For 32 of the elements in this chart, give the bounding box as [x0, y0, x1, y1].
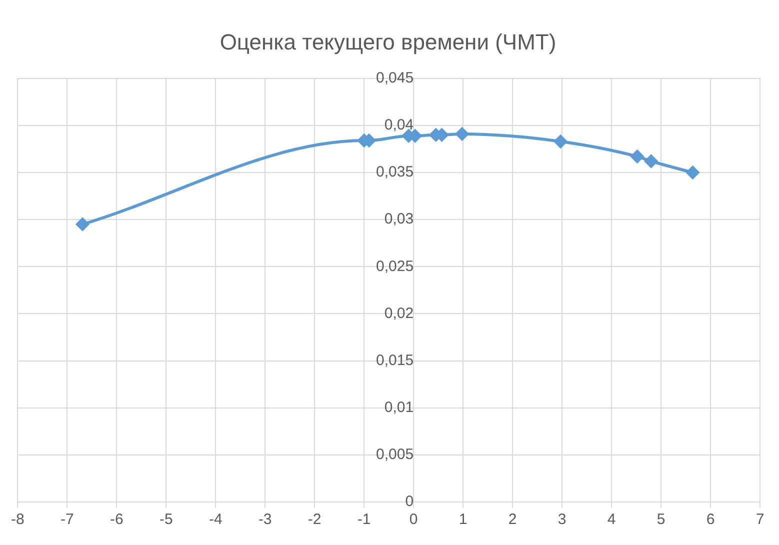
y-tick-label: 0,035	[376, 164, 414, 181]
point	[686, 166, 700, 180]
y-tick-label: 0,025	[376, 258, 414, 275]
x-tick-label: -3	[258, 511, 272, 528]
x-tick-label: 2	[508, 511, 517, 528]
x-tick-label: 7	[756, 511, 764, 528]
y-tick-label: 0,02	[384, 304, 414, 322]
x-tick-label: 6	[706, 511, 715, 528]
x-tick-label: -7	[60, 511, 74, 528]
point	[456, 127, 469, 140]
x-tick-label: -6	[110, 511, 124, 528]
y-tick-label: 0,01	[384, 399, 414, 416]
y-tick-label: 0,04	[384, 116, 414, 134]
x-tick-label: -2	[308, 511, 322, 528]
y-tick-label: 0,045	[376, 70, 414, 87]
y-tick-label: 0,03	[384, 210, 414, 228]
chart-title: Оценка текущего времени (ЧМТ)	[220, 29, 556, 54]
x-tick-label: 4	[607, 511, 616, 528]
x-tick-label: -5	[159, 511, 173, 528]
x-tick-label: -4	[208, 511, 222, 528]
point	[76, 218, 89, 231]
x-tick-label: -8	[10, 511, 24, 528]
y-tick-label: 0	[405, 493, 414, 510]
y-tick-label: 0,015	[376, 352, 414, 369]
x-tick-label: 1	[458, 511, 468, 528]
y-tick-label: 0,005	[376, 446, 414, 464]
x-tick-label: -1	[357, 511, 371, 528]
point	[554, 134, 568, 148]
point	[644, 154, 658, 168]
x-tick-label: 5	[656, 511, 666, 528]
x-tick-label: 3	[558, 511, 566, 528]
point	[630, 150, 644, 164]
